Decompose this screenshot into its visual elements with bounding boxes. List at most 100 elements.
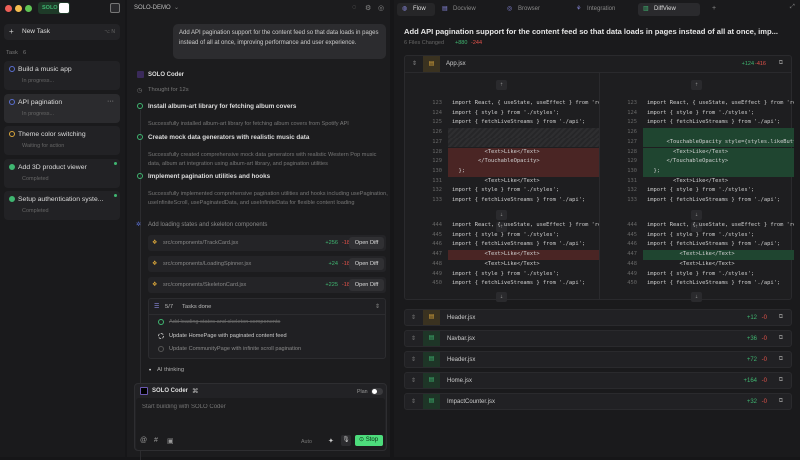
changed-file-row[interactable]: ❖ src/components/LoadingSpinner.jsx +24 -18… [148,256,386,272]
expand-icon[interactable]: ⇕ [411,357,417,363]
chevron-down-icon[interactable]: ⌄ [174,5,180,11]
sidebar: SOLO + New Task ⌥ N Task 6 Build a music… [0,0,125,457]
file-new-icon: ▤ [423,394,440,409]
additions: +72 [746,357,757,363]
shortcut-icon: ⌘ [192,388,199,395]
file-modified-icon: ▤ [423,310,440,325]
expand-icon[interactable]: ⇕ [411,399,417,405]
task-item[interactable]: API pagination In progress... ··· [4,93,120,123]
expand-icon[interactable]: ⤢ [790,4,795,10]
tab-integration[interactable]: ⚘ Integration [571,3,635,16]
expand-icon[interactable]: ⇕ [411,336,417,342]
copy-icon[interactable]: ⧉ [778,60,783,66]
step-description: Successfully implemented comprehensive p… [148,191,388,206]
hashtag-icon[interactable]: # [154,437,158,444]
stop-button[interactable]: ⊙ Stop [355,435,383,446]
file-icon: ❖ [152,261,158,267]
file-path: src/components/TrackCard.jsx [163,240,239,246]
mention-icon[interactable]: @ [140,437,148,444]
empty-circle-icon [158,346,164,352]
tab-flow[interactable]: ◍ Flow [397,3,435,16]
task-item[interactable]: Setup authentication syste... Completed [4,191,120,220]
file-name: Home.jsx [447,378,473,384]
diffview-icon: ▥ [643,6,649,12]
deletions: -18 [341,240,350,246]
account-icon[interactable]: ◎ [378,5,385,12]
tab-label: Integration [587,6,616,12]
minimize-window-button[interactable] [15,5,22,12]
step-title: Implement pagination utilities and hooks [148,173,271,180]
task-item[interactable]: Build a music app In progress... [4,61,120,90]
feedback-icon[interactable]: ◌ [352,4,357,11]
copy-icon[interactable]: ⧉ [778,377,783,383]
task-item[interactable]: Theme color switching Waiting for action [4,126,120,155]
open-diff-button[interactable]: Open Diff [349,237,384,249]
check-circle-icon [9,196,15,202]
file-diff-row[interactable]: ⇕ ▤ Header.jsx +12 -0 ⧉ [404,309,792,326]
tab-diffview[interactable]: ▥ DiffView [638,3,700,16]
mode-selector[interactable]: Auto [301,439,312,445]
plus-icon: + [9,27,14,36]
expand-icon[interactable]: ⇕ [411,378,417,384]
expand-icon[interactable]: ⇕ [411,315,417,321]
todo-item: Add loading states and skeleton componen… [169,319,281,325]
step-title: Install album-art library for fetching a… [148,103,297,110]
task-title: Add 3D product viewer [18,163,87,171]
todo-label: Tasks done [182,304,212,310]
agent-avatar [137,71,144,78]
changed-file-row[interactable]: ❖ src/components/SkeletonCard.jsx +225 -18 O… [148,277,386,293]
solo-mode-icon[interactable] [59,3,69,13]
task-status: In progress... [22,78,55,84]
task-item[interactable]: Add 3D product viewer Completed [4,158,120,188]
task-title: Setup authentication syste... [18,196,104,203]
sidebar-toggle-icon[interactable] [110,3,120,13]
tab-browser[interactable]: ◎ Browser [502,3,568,16]
additions: +12 [746,315,757,321]
project-selector[interactable]: SOLO-DEMO [134,5,171,11]
thought-duration[interactable]: Thought for 12s [148,87,189,93]
open-diff-button[interactable]: Open Diff [349,279,384,291]
file-path: src/components/SkeletonCard.jsx [163,282,247,288]
changed-file-row[interactable]: ❖ src/components/TrackCard.jsx +256 -18 Open… [148,235,386,251]
step-item[interactable]: Implement pagination utilities and hooks [137,173,270,180]
close-window-button[interactable] [5,5,12,12]
file-diff-row[interactable]: ⇕ ▤ ImpactCounter.jsx +32 -0 ⧉ [404,393,792,410]
additions: +32 [746,399,757,405]
step-item[interactable]: Create mock data generators with realist… [137,134,309,141]
collapse-icon[interactable]: ⇕ [374,304,380,310]
copy-icon[interactable]: ⧉ [778,314,783,320]
copy-icon[interactable]: ⧉ [778,398,783,404]
task-status: In progress... [22,110,55,117]
plan-toggle[interactable] [371,388,383,395]
agent-avatar [140,387,148,395]
open-diff-button[interactable]: Open Diff [349,258,384,270]
image-icon[interactable]: ▣ [167,438,174,445]
copy-icon[interactable]: ⧉ [778,356,783,362]
more-options-button[interactable]: ··· [107,97,114,105]
file-diff-row[interactable]: ⇕ ▤ Navbar.jsx +36 -0 ⧉ [404,330,792,347]
plan-label: Plan [357,389,368,395]
additions: +256 [325,240,338,246]
add-tab-button[interactable]: + [712,5,717,12]
task-title: API pagination [18,98,63,106]
maximize-window-button[interactable] [25,5,32,12]
agent-selector[interactable]: SOLO Coder [152,388,189,394]
tab-docview[interactable]: ▤ Docview [437,3,499,16]
step-item[interactable]: Install album-art library for fetching a… [137,103,296,110]
gear-icon[interactable]: ⚙ [365,5,372,12]
unread-dot [114,161,117,165]
list-icon: ☰ [154,304,160,310]
task-header: Task [6,50,18,56]
copy-icon[interactable]: ⧉ [778,335,783,341]
diff-title: Add API pagination support for the conte… [404,27,778,36]
thinking-dot-icon: • [149,368,152,374]
file-diff-row[interactable]: ⇕ ▤ Header.jsx +72 -0 ⧉ [404,351,792,368]
file-name[interactable]: App.jsx [446,61,466,67]
check-circle-icon [137,103,143,109]
sparkle-icon[interactable]: ✦ [328,438,334,445]
file-diff-row[interactable]: ⇕ ▤ Home.jsx +164 -0 ⧉ [404,372,792,389]
collapse-icon[interactable]: ⇕ [412,61,418,67]
file-path: src/components/LoadingSpinner.jsx [163,261,252,267]
microphone-icon[interactable]: 🎙 [341,435,351,446]
new-task-button[interactable]: + New Task ⌥ N [4,24,120,40]
